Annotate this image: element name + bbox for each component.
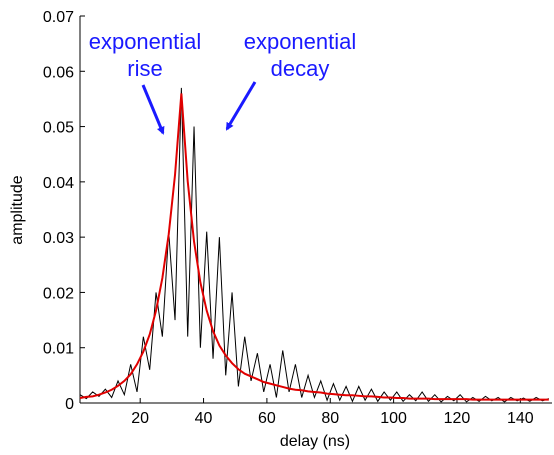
x-tick-label: 60: [258, 410, 276, 427]
y-tick-label: 0.02: [43, 285, 74, 302]
annotation: decay: [271, 56, 330, 81]
arrow: [225, 81, 257, 131]
series-line: [79, 87, 549, 403]
x-tick-label: 120: [444, 410, 471, 427]
y-tick-label: 0: [65, 396, 74, 413]
y-tick-label: 0.01: [43, 341, 74, 358]
annotation: exponential: [244, 29, 357, 54]
annotation: exponential: [89, 29, 202, 54]
arrow: [141, 84, 165, 135]
y-tick-label: 0.07: [43, 9, 74, 26]
x-axis-label: delay (ns): [280, 433, 350, 450]
x-tick-label: 140: [507, 410, 534, 427]
y-axis-label: amplitude: [9, 175, 26, 244]
series-line: [79, 93, 549, 401]
x-tick-label: 20: [131, 410, 149, 427]
y-tick-label: 0.05: [43, 120, 74, 137]
y-tick-label: 0.06: [43, 64, 74, 81]
x-tick-label: 40: [195, 410, 213, 427]
y-tick-label: 0.03: [43, 230, 74, 247]
x-tick-label: 100: [380, 410, 407, 427]
x-tick-label: 80: [321, 410, 339, 427]
annotation: rise: [127, 56, 162, 81]
y-tick-label: 0.04: [43, 175, 74, 192]
